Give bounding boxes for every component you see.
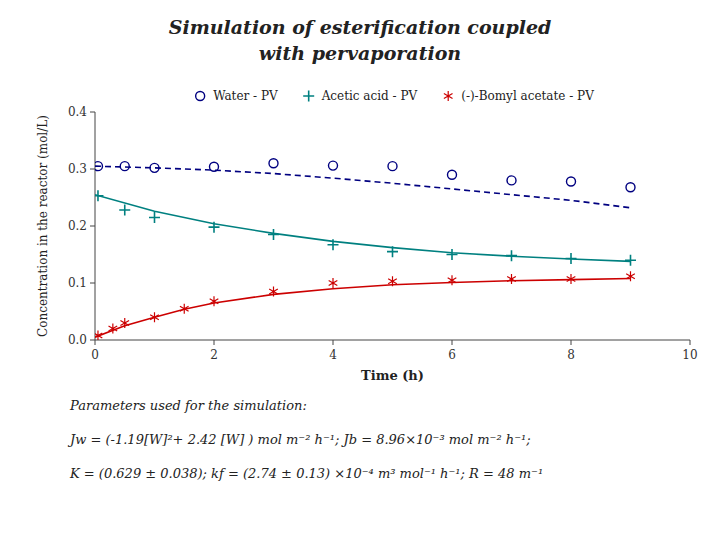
point	[626, 271, 635, 281]
x-tick	[95, 340, 96, 345]
x-tick	[452, 340, 453, 345]
legend-symbol	[444, 91, 453, 101]
annotation: Parameters used for the simulation:	[69, 398, 307, 413]
chart: Simulation of esterification coupled with…	[0, 0, 720, 540]
point	[268, 229, 279, 240]
point	[210, 162, 219, 171]
y-tick-label: 0.4	[68, 105, 87, 119]
x-tick-label: 2	[210, 348, 218, 362]
y-tick-label: 0.1	[68, 276, 87, 290]
point	[150, 312, 159, 322]
y-tick	[90, 283, 95, 284]
point	[95, 190, 103, 201]
point	[120, 162, 129, 171]
x-axis-line	[95, 340, 690, 341]
legend-label: Acetic acid - PV	[321, 89, 418, 103]
annotation: Jw = (-1.19[W]²+ 2.42 [W] ) mol m⁻² h⁻¹;…	[67, 432, 531, 447]
point	[507, 274, 516, 284]
title: with pervaporation	[259, 42, 461, 64]
title: Simulation of esterification coupled	[169, 16, 552, 38]
x-tick	[214, 340, 215, 345]
y-tick-label: 0.0	[68, 333, 87, 347]
legend-label: Water - PV	[213, 89, 278, 103]
legend: Water - PV Acetic acid - PV (-)-Bomyl acet…	[196, 89, 595, 103]
legend-item: Water - PV	[196, 89, 278, 103]
point	[448, 275, 457, 285]
point	[447, 249, 458, 260]
point	[388, 162, 397, 171]
line	[95, 195, 631, 262]
point	[269, 287, 278, 297]
point	[625, 255, 636, 266]
annotation: K = (0.629 ± 0.038); kf = (2.74 ± 0.13) …	[69, 466, 543, 481]
point	[109, 324, 118, 334]
y-tick	[90, 169, 95, 170]
legend-item: (-)-Bomyl acetate - PV	[444, 89, 594, 103]
point	[95, 162, 102, 171]
annotations: Parameters used for the simulation: Jw = …	[67, 398, 543, 481]
point	[567, 177, 576, 186]
point	[95, 330, 102, 340]
point	[388, 276, 397, 286]
legend-item: Acetic acid - PV	[303, 89, 417, 103]
y-axis-label: Concentration in the reactor (mol/L)	[36, 115, 50, 337]
y-tick-label: 0.3	[68, 162, 87, 176]
legend-symbol	[196, 92, 205, 101]
line	[95, 278, 631, 337]
y-tick-label: 0.2	[68, 219, 87, 233]
point	[149, 212, 160, 223]
y-tick	[90, 226, 95, 227]
point	[328, 239, 339, 250]
x-tick-label: 6	[448, 348, 456, 362]
point	[269, 159, 278, 168]
point	[507, 176, 516, 185]
line	[95, 166, 631, 208]
x-tick-label: 4	[329, 348, 337, 362]
point	[119, 205, 130, 216]
x-tick	[690, 340, 691, 345]
point	[180, 304, 189, 314]
x-tick	[571, 340, 572, 345]
point	[209, 222, 220, 233]
point	[150, 163, 159, 172]
point	[387, 246, 398, 257]
axes: 0 2 4 6 8 10 0.0 0.1 0.2 0.3 0.4	[68, 105, 698, 362]
y-tick	[90, 112, 95, 113]
legend-symbol	[303, 91, 314, 102]
y-tick	[90, 340, 95, 341]
x-tick-label: 0	[91, 348, 99, 362]
point	[210, 296, 219, 306]
background	[0, 0, 720, 540]
legend-label: (-)-Bomyl acetate - PV	[461, 89, 594, 103]
point	[329, 161, 338, 170]
plot-area	[95, 159, 636, 340]
x-axis-label: Time (h)	[361, 368, 424, 383]
x-tick	[333, 340, 334, 345]
point	[567, 274, 576, 284]
point	[626, 183, 635, 192]
point	[329, 278, 338, 288]
point	[566, 253, 577, 264]
point	[506, 250, 517, 261]
x-tick-label: 8	[567, 348, 575, 362]
point	[448, 170, 457, 179]
point	[120, 318, 129, 328]
x-tick-label: 10	[682, 348, 697, 362]
